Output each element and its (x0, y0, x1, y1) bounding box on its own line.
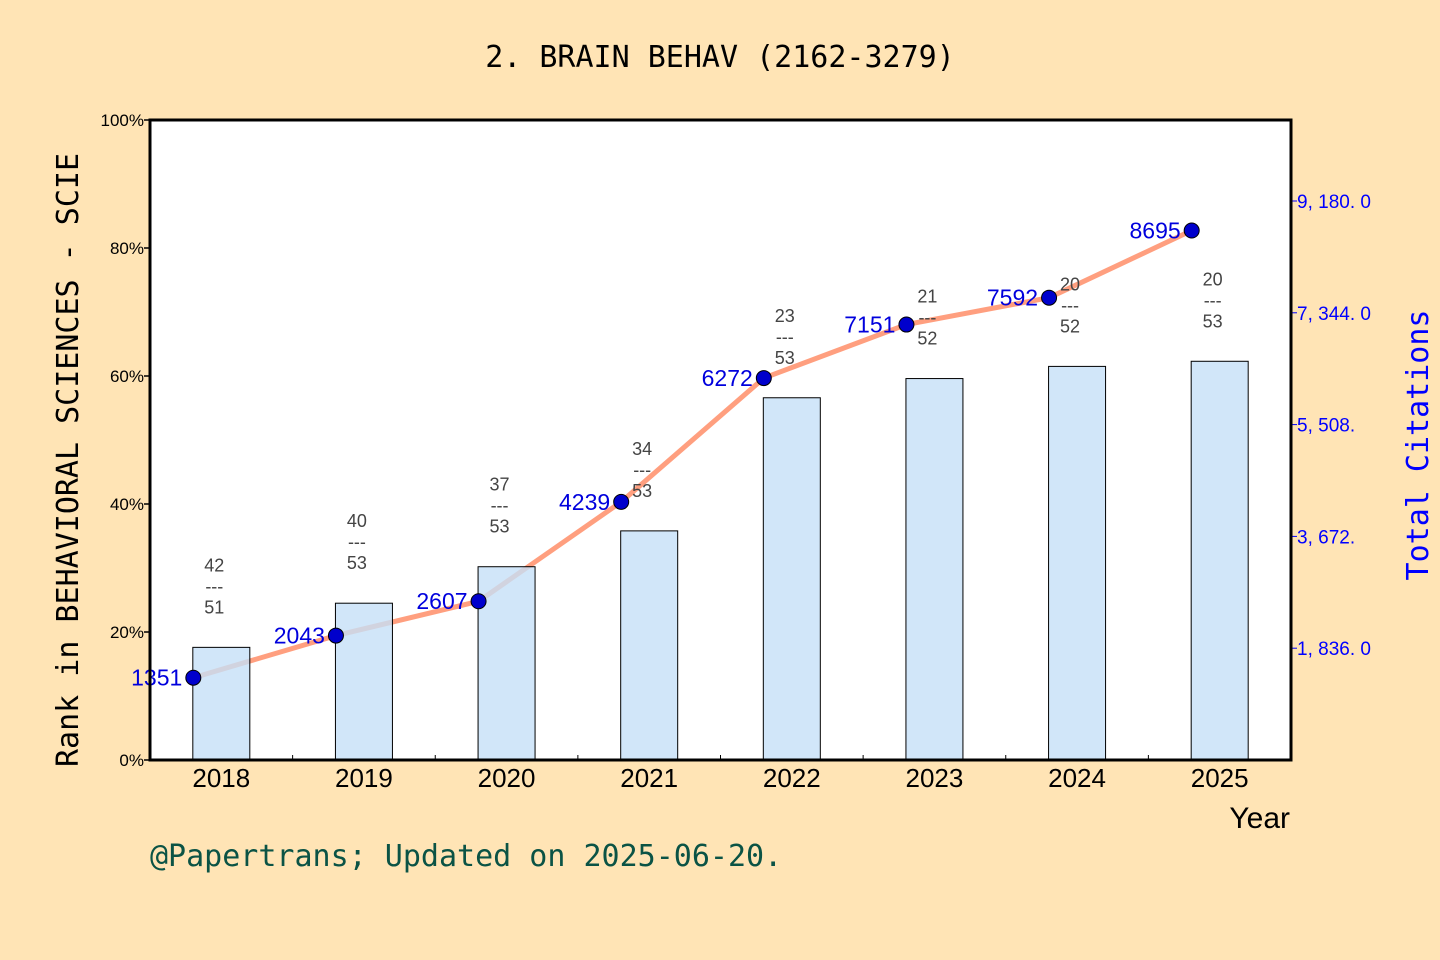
citation-label: 2043 (274, 623, 325, 649)
x-axis-label: Year (1229, 802, 1290, 835)
rank-bar (477, 566, 536, 761)
y-tick-label: 60% (110, 367, 144, 386)
x-tick-label: 2019 (335, 763, 393, 793)
rank-total: 53 (347, 553, 367, 573)
citation-point (327, 627, 344, 644)
rank-divider: --- (776, 327, 794, 347)
rank-label: 34 (632, 439, 652, 459)
citation-label: 6272 (702, 365, 753, 391)
y2-tick-label: 5, 508. (1297, 416, 1355, 437)
y2-axis-label: Total Citations (1401, 310, 1436, 581)
citation-label: 7151 (844, 312, 895, 338)
rank-label: 21 (917, 287, 937, 307)
y-tick-label: 40% (110, 495, 144, 514)
rank-total: 53 (775, 348, 795, 368)
plot-area (150, 120, 1291, 760)
x-tick-label: 2021 (620, 763, 678, 793)
citation-point (1183, 222, 1200, 239)
y2-tick-label: 7, 344. 0 (1297, 304, 1371, 325)
rank-divider: --- (633, 460, 651, 480)
citation-point (898, 316, 915, 333)
x-tick-label: 2023 (906, 763, 964, 793)
rank-label: 42 (204, 555, 224, 575)
rank-label: 23 (775, 306, 795, 326)
y2-tick-label: 1, 836. 0 (1297, 639, 1371, 660)
rank-label: 37 (490, 475, 510, 495)
x-tick-label: 2025 (1191, 763, 1249, 793)
rank-bar (1190, 360, 1249, 761)
rank-bar (620, 530, 679, 761)
rank-label: 20 (1203, 269, 1223, 289)
rank-label: 20 (1060, 274, 1080, 294)
rank-divider: --- (918, 308, 936, 328)
rank-total: 51 (204, 597, 224, 617)
y2-tick-label: 9, 180. 0 (1297, 192, 1371, 213)
citation-label: 1351 (131, 665, 182, 691)
x-tick-label: 2020 (478, 763, 536, 793)
rank-bar (762, 397, 821, 761)
citation-point (755, 370, 772, 387)
citation-label: 8695 (1130, 218, 1181, 244)
citation-point (1041, 289, 1058, 306)
rank-bar (192, 646, 251, 761)
citation-point (613, 493, 630, 510)
citation-label: 7592 (987, 285, 1038, 311)
rank-total: 53 (1203, 311, 1223, 331)
rank-divider: --- (205, 576, 223, 596)
citation-label: 2607 (416, 588, 467, 614)
chart-title: 2. BRAIN BEHAV (2162-3279) (485, 40, 955, 75)
footer-note: @Papertrans; Updated on 2025-06-20. (150, 839, 782, 874)
citation-label: 4239 (559, 489, 610, 515)
rank-bar (334, 602, 393, 761)
y-tick-label: 80% (110, 239, 144, 258)
x-tick-label: 2024 (1048, 763, 1106, 793)
rank-total: 53 (490, 517, 510, 537)
x-tick-label: 2022 (763, 763, 821, 793)
rank-bar (1048, 365, 1107, 761)
rank-bar (905, 378, 964, 761)
citation-point (185, 669, 202, 686)
rank-total: 52 (1060, 316, 1080, 336)
y2-tick-label: 3, 672. (1297, 527, 1355, 548)
rank-label: 40 (347, 511, 367, 531)
rank-divider: --- (1061, 295, 1079, 315)
rank-divider: --- (491, 496, 509, 516)
rank-divider: --- (348, 532, 366, 552)
plot-frame (148, 118, 1293, 762)
y-tick-label: 0% (119, 751, 144, 770)
rank-total: 52 (917, 329, 937, 349)
y-tick-label: 100% (101, 111, 144, 130)
citation-point (470, 593, 487, 610)
x-tick-label: 2018 (192, 763, 250, 793)
rank-divider: --- (1204, 290, 1222, 310)
rank-total: 53 (632, 481, 652, 501)
y-tick-label: 20% (110, 623, 144, 642)
y-axis-label: Rank in BEHAVIORAL SCIENCES - SCIE (51, 153, 86, 767)
